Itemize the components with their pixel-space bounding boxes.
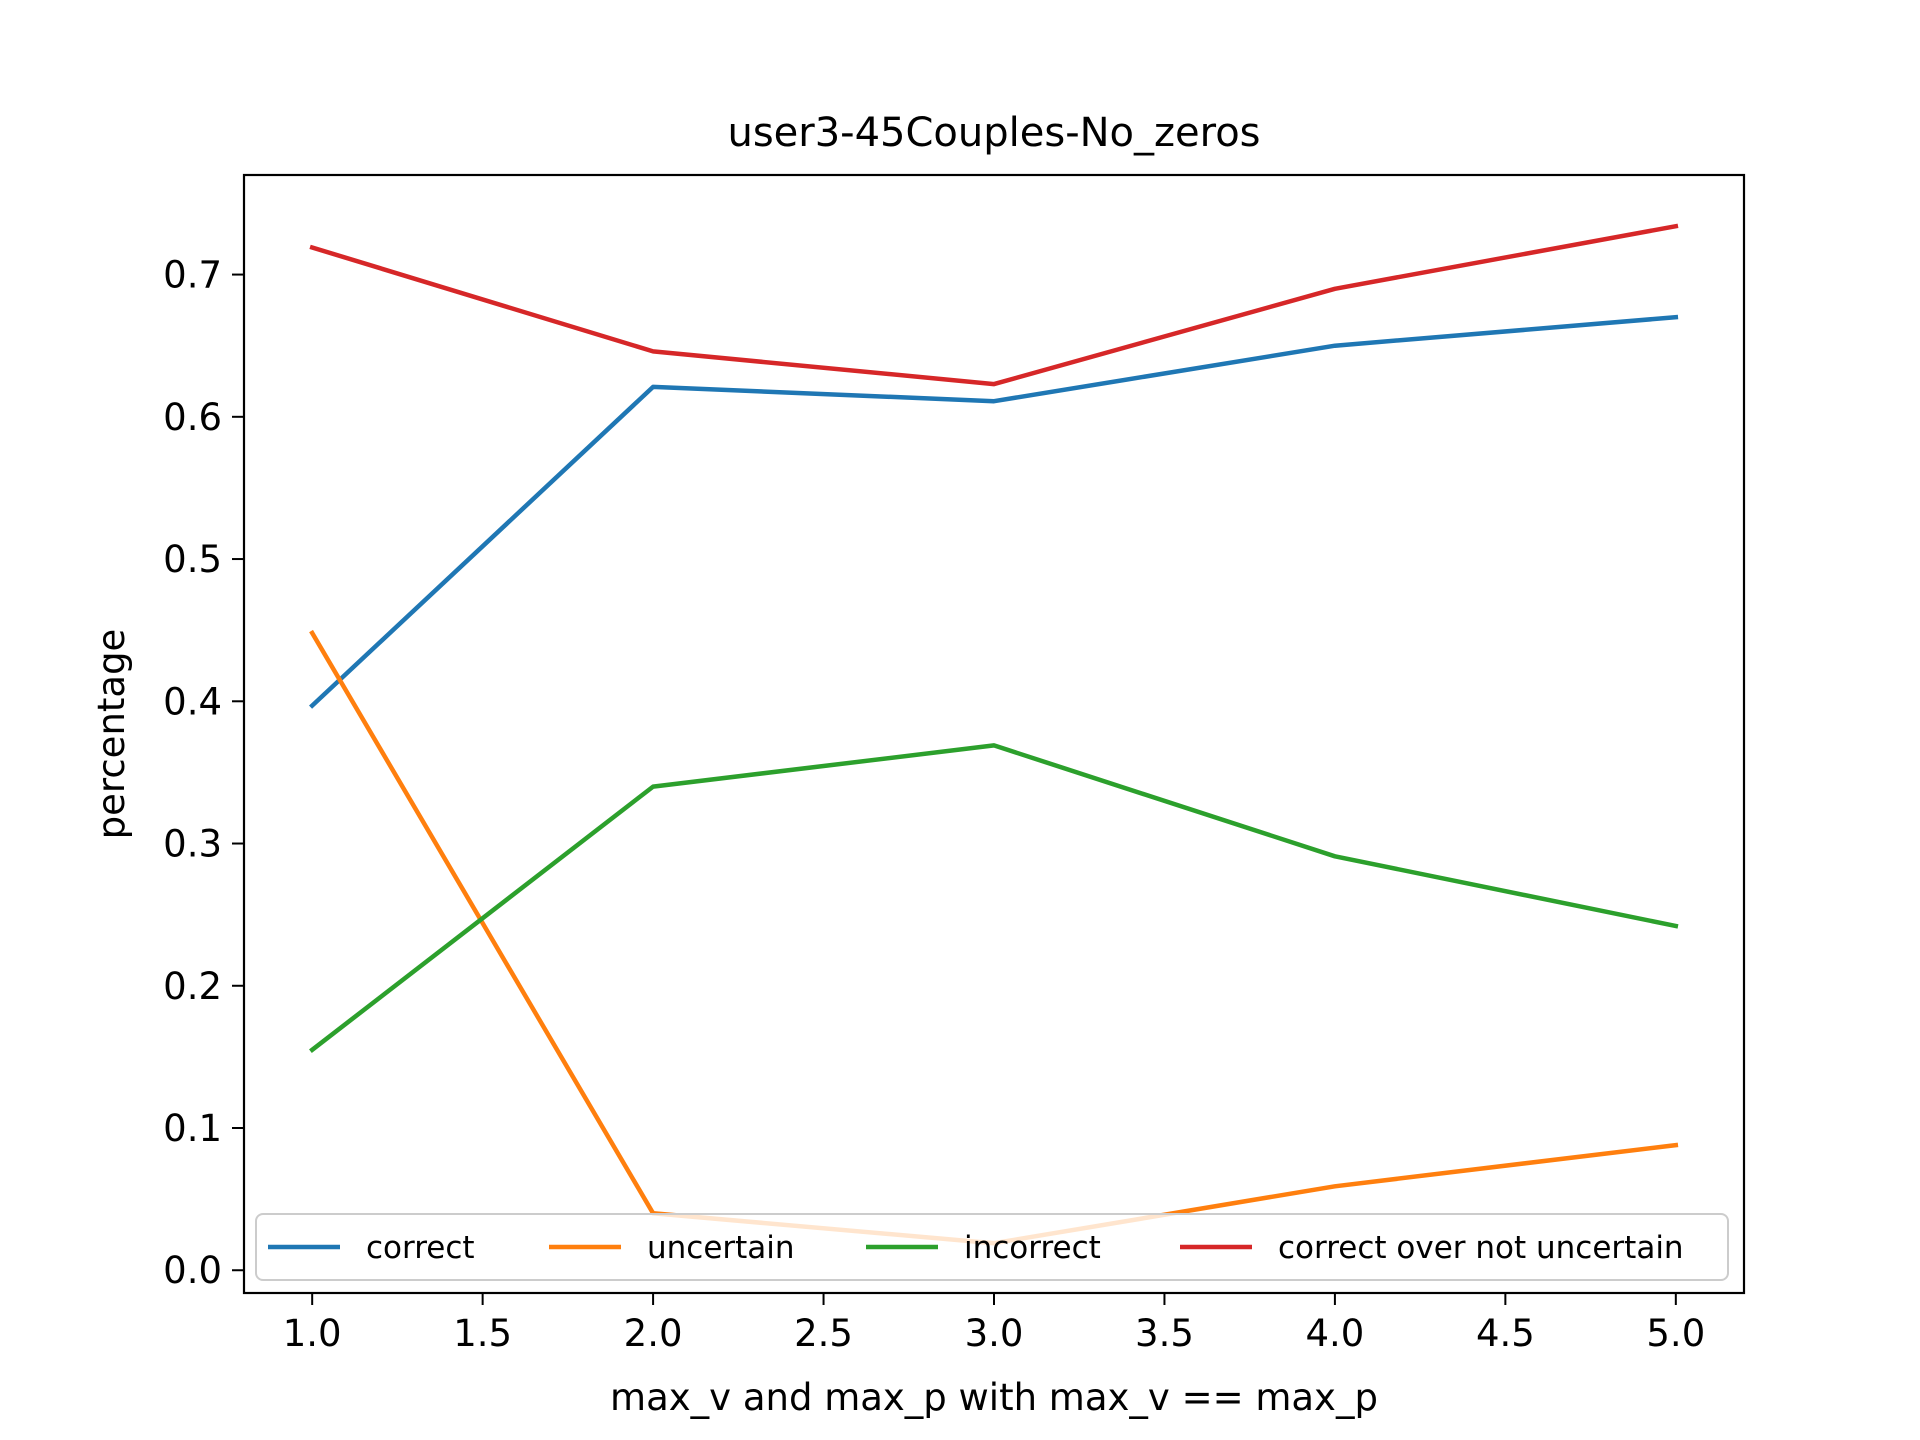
x-tick-label: 3.5 (1135, 1312, 1194, 1355)
y-axis-label: percentage (90, 629, 133, 840)
chart-title: user3-45Couples-No_zeros (727, 110, 1260, 156)
x-tick-label: 5.0 (1646, 1312, 1705, 1355)
x-tick-label: 1.5 (453, 1312, 512, 1355)
legend-entries: correct uncertain incorrect correct over no… (268, 1230, 1684, 1266)
x-axis-label: max_v and max_p with max_v == max_p (610, 1376, 1378, 1419)
legend-label-2: incorrect (964, 1230, 1101, 1266)
series-line-2 (309, 743, 1679, 1053)
legend-label-0: correct (366, 1230, 475, 1266)
x-tick-label: 2.0 (624, 1312, 683, 1355)
y-tick-label: 0.4 (163, 680, 222, 723)
x-tick-label: 4.5 (1476, 1312, 1535, 1355)
series-line-3 (309, 223, 1679, 387)
y-tick-label: 0.2 (163, 965, 222, 1008)
y-tick-label: 0.0 (163, 1249, 222, 1292)
x-tick-label: 3.0 (965, 1312, 1024, 1355)
legend-frame (255, 1213, 1729, 1281)
y-tick-label: 0.1 (163, 1107, 222, 1150)
y-tick-label: 0.7 (163, 254, 222, 297)
y-tick-label: 0.5 (163, 538, 222, 581)
x-axis-ticks: 1.0 1.5 2.0 2.5 3.0 3.5 4.0 4.5 5.0 (283, 1293, 1705, 1355)
y-axis-ticks: 0.0 0.1 0.2 0.3 0.4 0.5 0.6 0.7 (163, 254, 244, 1292)
legend-label-1: uncertain (647, 1230, 795, 1266)
y-tick-label: 0.3 (163, 823, 222, 866)
y-tick-label: 0.6 (163, 396, 222, 439)
x-tick-label: 4.0 (1305, 1312, 1364, 1355)
legend: correct uncertain incorrect correct over no… (255, 1213, 1729, 1281)
series-line-0 (309, 314, 1679, 709)
legend-label-3: correct over not uncertain (1278, 1230, 1684, 1266)
x-tick-label: 1.0 (283, 1312, 342, 1355)
x-tick-label: 2.5 (794, 1312, 853, 1355)
